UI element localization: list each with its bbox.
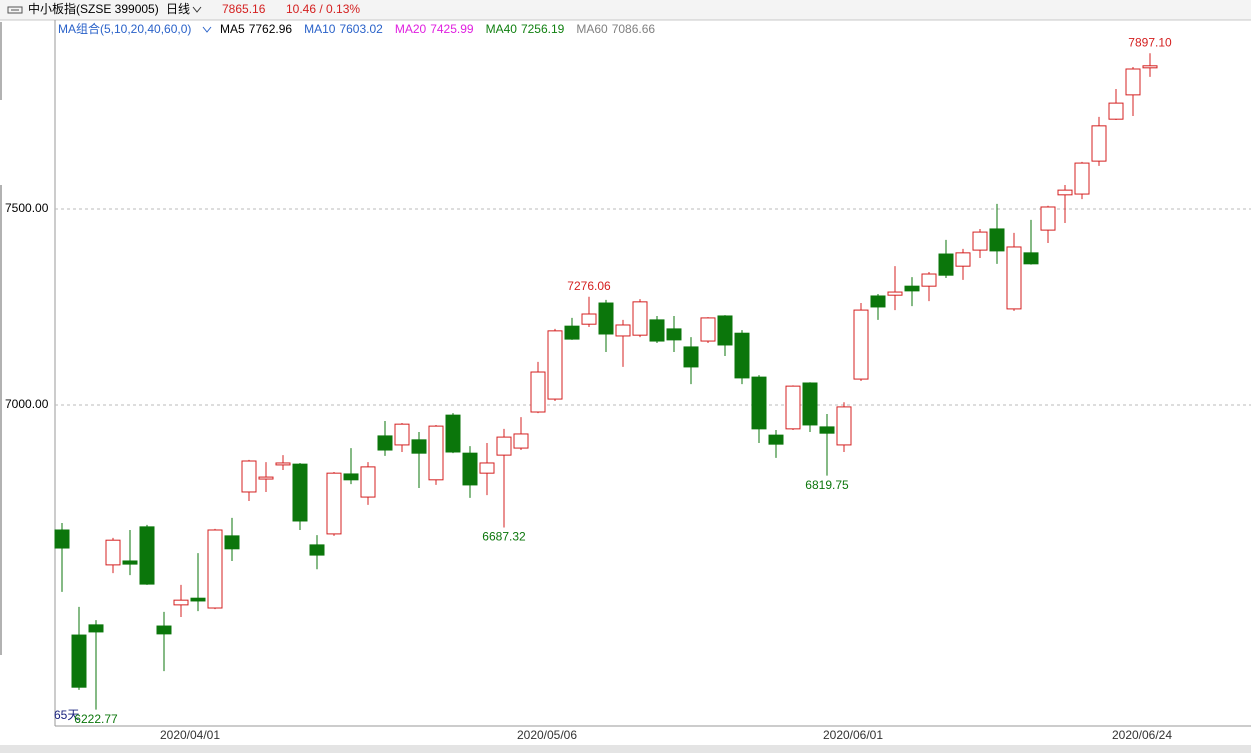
- candle-body: [496, 436, 512, 456]
- candle-body: [1125, 68, 1141, 96]
- candle-body: [802, 382, 818, 426]
- y-tick-label: 7000.00: [5, 397, 49, 411]
- low-label: 6222.77: [74, 712, 118, 726]
- x-tick-label: 2020/05/06: [517, 728, 577, 742]
- candle-body: [224, 535, 240, 550]
- candle-body: [853, 309, 869, 380]
- candle-body: [428, 425, 444, 481]
- candle-body: [139, 526, 155, 585]
- low-label: 6687.32: [482, 530, 526, 544]
- candle-body: [955, 252, 971, 267]
- candle-body: [938, 253, 954, 276]
- candle-body: [513, 433, 529, 449]
- candle-body: [1142, 65, 1158, 69]
- candle-body: [904, 285, 920, 292]
- x-tick-label: 2020/06/24: [1112, 728, 1172, 742]
- change: 10.46 / 0.13%: [286, 2, 360, 16]
- candle-body: [819, 426, 835, 434]
- candle-body: [683, 346, 699, 368]
- candle-body: [1040, 206, 1056, 231]
- ma-value: 7603.02: [339, 22, 383, 36]
- title: 中小板指(SZSE 399005): [28, 1, 159, 16]
- candle-body: [122, 560, 138, 565]
- ma-value: 7086.66: [612, 22, 656, 36]
- low-label: 6819.75: [805, 478, 849, 492]
- candle-body: [836, 406, 852, 446]
- candle-body: [1074, 162, 1090, 195]
- candle-body: [734, 332, 750, 379]
- candle-body: [258, 476, 274, 480]
- candle-body: [1108, 102, 1124, 120]
- candle-body: [241, 460, 257, 493]
- candle-body: [615, 324, 631, 337]
- candle-body: [173, 599, 189, 606]
- candle-body: [1057, 189, 1073, 196]
- chevron: [192, 6, 202, 13]
- x-tick-label: 2020/04/01: [160, 728, 220, 742]
- candle-body: [88, 624, 104, 633]
- candle-body: [105, 539, 121, 566]
- candle-body: [700, 317, 716, 342]
- candle-body: [71, 634, 87, 688]
- candle-body: [921, 273, 937, 287]
- candle-body: [190, 597, 206, 602]
- candle-body: [649, 319, 665, 342]
- candle-body: [445, 414, 461, 453]
- candle-body: [768, 434, 784, 445]
- candle-body: [479, 462, 495, 474]
- x-tick-label: 2020/06/01: [823, 728, 883, 742]
- candle-body: [870, 295, 886, 308]
- icon: [7, 6, 23, 14]
- range-label: 65天: [54, 708, 79, 722]
- period[interactable]: 日线: [166, 2, 190, 16]
- candle-body: [598, 302, 614, 335]
- candle-body: [530, 371, 546, 413]
- candle-body: [343, 473, 359, 481]
- footer-bar: [0, 745, 1251, 753]
- candle-body: [462, 452, 478, 486]
- candle-body: [292, 463, 308, 522]
- candle-body: [785, 385, 801, 430]
- candle-body: [751, 376, 767, 430]
- candle-body: [275, 462, 291, 466]
- y-tick-label: 7500.00: [5, 201, 49, 215]
- candle-body: [581, 313, 597, 325]
- high-label: 7897.10: [1128, 35, 1172, 49]
- candle-body: [989, 228, 1005, 252]
- ma-value: 7762.96: [249, 22, 293, 36]
- ma-name: MA10: [304, 22, 336, 36]
- ma-name: MA5: [220, 22, 245, 36]
- candle-body: [1006, 246, 1022, 310]
- chevron: [202, 26, 212, 33]
- candle-body: [564, 325, 580, 340]
- header-bar: [0, 0, 1251, 20]
- ma-label[interactable]: MA组合(5,10,20,40,60,0): [58, 21, 191, 36]
- ma-value: 7425.99: [430, 22, 474, 36]
- ma-name: MA60: [576, 22, 608, 36]
- candle-body: [54, 529, 70, 549]
- ma-value: 7256.19: [521, 22, 565, 36]
- candle-body: [411, 439, 427, 454]
- candle-body: [394, 423, 410, 446]
- candle-body: [377, 435, 393, 451]
- candle-body: [717, 315, 733, 346]
- ma-name: MA40: [486, 22, 518, 36]
- ma-name: MA20: [395, 22, 427, 36]
- candle-body: [1091, 125, 1107, 162]
- candle-body: [207, 529, 223, 609]
- candle-body: [1023, 252, 1039, 265]
- candle-body: [309, 544, 325, 556]
- candle-body: [547, 330, 563, 400]
- candle-body: [632, 301, 648, 336]
- candle-body: [360, 466, 376, 498]
- candle-body: [972, 231, 988, 251]
- candle-body: [156, 625, 172, 635]
- candle-body: [666, 328, 682, 341]
- high-label: 7276.06: [567, 279, 611, 293]
- candle-body: [326, 472, 342, 535]
- last-price: 7865.16: [222, 2, 266, 16]
- candle-body: [887, 291, 903, 296]
